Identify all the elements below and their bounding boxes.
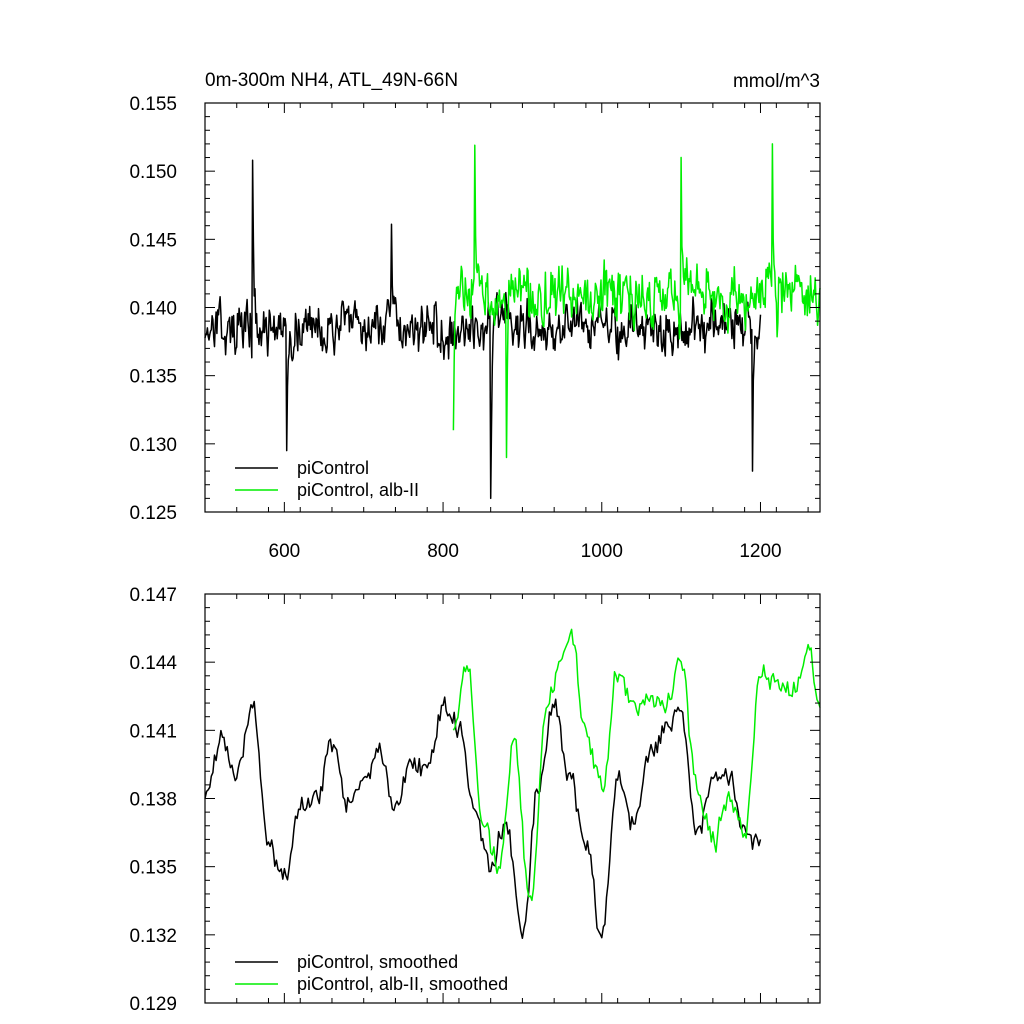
y-tick-label: 0.125	[129, 503, 177, 524]
y-tick-label: 0.130	[129, 435, 177, 456]
bottom-panel-legend: piControl, smoothed piControl, alb-II, s…	[235, 952, 508, 994]
y-tick-label: 0.144	[129, 653, 177, 674]
bottom-panel-frame	[204, 593, 821, 1004]
legend-label-alb-ii: piControl, alb-II	[297, 480, 419, 500]
top-panel-frame	[204, 102, 821, 513]
x-tick-label: 1000	[581, 541, 623, 562]
y-tick-label: 0.135	[129, 858, 177, 879]
y-tick-label: 0.145	[129, 230, 177, 251]
top-panel-series-group	[204, 143, 821, 500]
y-tick-label: 0.155	[129, 94, 177, 115]
legend-label-picontrol-smoothed: piControl, smoothed	[297, 952, 458, 972]
top-panel-units: mmol/m^3	[733, 71, 820, 92]
series-line-picontrol-alb-ii-smoothed	[452, 628, 821, 902]
top-panel-legend: piControl piControl, alb-II	[235, 458, 419, 500]
top-panel-title: 0m-300m NH4, ATL_49N-66N	[205, 70, 458, 91]
legend-label-alb-ii-smoothed: piControl, alb-II, smoothed	[297, 974, 508, 994]
x-tick-label: 800	[427, 541, 459, 562]
y-tick-label: 0.147	[129, 585, 177, 606]
series-line-picontrol	[204, 159, 762, 500]
bottom-panel-ticks: 0.129 0.132 0.135 0.138 0.141 0.144 0.147	[129, 585, 820, 1015]
y-tick-label: 0.129	[129, 994, 177, 1015]
top-panel: 0m-300m NH4, ATL_49N-66N mmol/m^3 0.1250…	[129, 70, 821, 562]
legend-label-picontrol: piControl	[297, 458, 369, 478]
series-line-picontrol-alb-ii	[452, 143, 821, 459]
bottom-panel-series-group	[204, 628, 821, 940]
y-tick-label: 0.138	[129, 790, 177, 811]
top-panel-ticks: 0.125 0.130 0.135 0.140 0.145 0.150 0.155 600 80…	[129, 94, 820, 562]
y-tick-label: 0.141	[129, 721, 177, 742]
y-tick-label: 0.132	[129, 926, 177, 947]
series-line-picontrol-smoothed	[204, 696, 762, 940]
y-tick-label: 0.150	[129, 162, 177, 183]
x-tick-label: 1200	[739, 541, 781, 562]
x-tick-label: 600	[269, 541, 301, 562]
y-tick-label: 0.135	[129, 367, 177, 388]
bottom-panel: 0.129 0.132 0.135 0.138 0.141 0.144 0.147 piCo…	[129, 585, 821, 1015]
y-tick-label: 0.140	[129, 299, 177, 320]
